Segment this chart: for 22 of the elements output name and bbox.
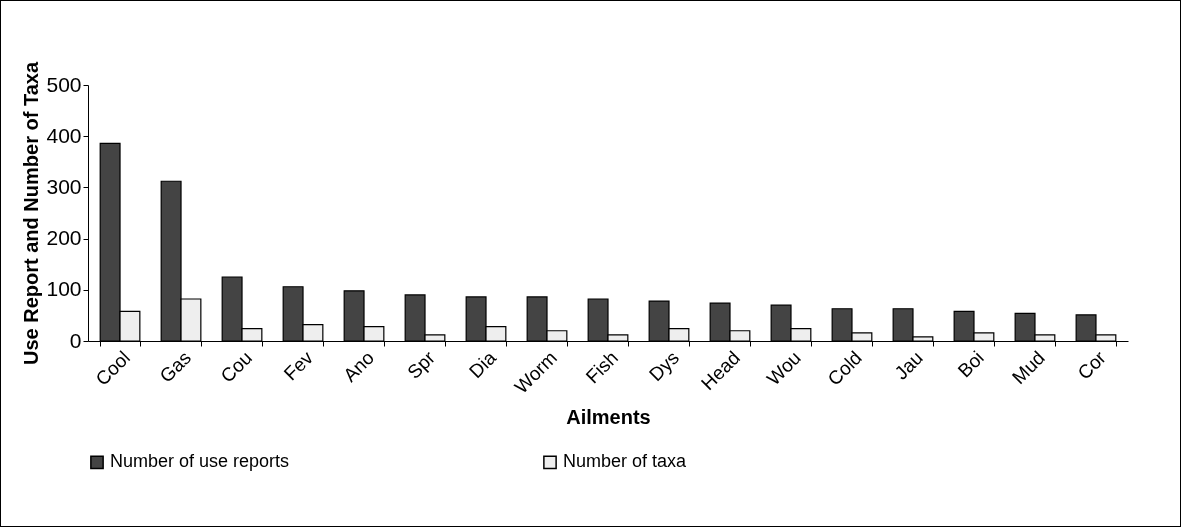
x-tick-label: Fev — [279, 346, 318, 385]
y-axis-title: Use Report and Number of Taxa — [20, 61, 43, 366]
x-tick-label: Cou — [216, 347, 256, 387]
y-tick-label: 200 — [46, 226, 82, 250]
x-tick-label: Spr — [403, 346, 440, 383]
x-tick-label: Dia — [464, 346, 501, 383]
x-tick-label: Dys — [644, 347, 683, 386]
x-tick-label: Cor — [1073, 346, 1111, 384]
y-tick-label: 100 — [46, 277, 82, 301]
y-tick-label: 400 — [46, 123, 82, 147]
y-tick-label: 300 — [46, 174, 82, 198]
x-tick-label: Gas — [155, 347, 195, 387]
x-tick-label: Boi — [953, 347, 988, 382]
y-tick-label: 500 — [46, 72, 82, 96]
x-tick-label: Wou — [762, 347, 805, 390]
x-tick-label: Jau — [890, 347, 927, 384]
x-axis-title: Ailments — [566, 405, 651, 428]
legend-label: Number of taxa — [563, 451, 688, 472]
x-tick-label: Fish — [581, 347, 622, 388]
legend-label: Number of use reports — [110, 451, 290, 472]
y-tick-label: 0 — [69, 328, 82, 352]
x-tick-label: Ano — [339, 347, 378, 386]
